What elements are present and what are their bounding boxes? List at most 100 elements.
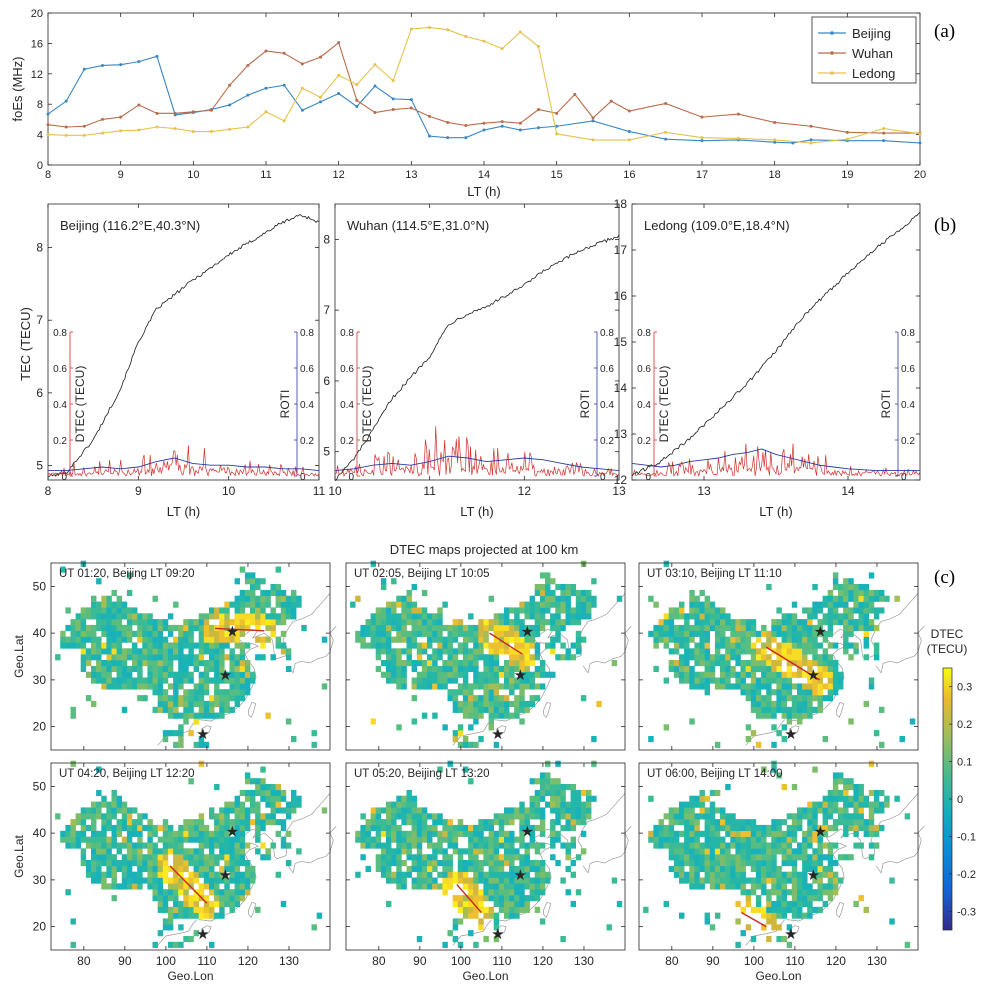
dtec-cell [224,654,230,661]
series-point-wuhan [300,62,304,66]
dtec-cell [198,654,205,661]
series-point-wuhan [46,123,50,127]
dtec-cell [694,860,700,867]
dtec-cell [570,584,577,591]
dtec-cell [209,630,215,637]
dtec-cell [106,813,112,820]
dtec-cell [270,630,276,637]
dtec-cell [468,630,474,637]
dtec-cell [529,842,536,849]
dtec-cell [437,636,443,643]
dtec-cell [694,883,700,890]
dtec-cell [132,654,138,661]
dtec-cell [380,819,387,826]
dtec-cell [714,607,721,614]
series-point-beijing [264,86,268,90]
dtec-cell [280,601,287,608]
dtec-cell [396,648,402,655]
dtec-cell [812,865,818,873]
dtec-cell [791,819,798,826]
dtec-cell [421,613,428,620]
dtec-cell [250,801,256,808]
dtec-cell [822,819,829,826]
dtec-cell [427,671,433,678]
dtec-cell [219,807,225,814]
dtec-cell [234,807,241,814]
dtec-cell [668,607,675,614]
dtec-cell [725,784,731,791]
dtec-cell [807,700,813,708]
dtec-cell [791,671,798,678]
dtec-cell [106,842,112,849]
dtec-cell [244,819,251,826]
dtec-cell [807,889,813,896]
dtec-cell [822,619,829,626]
dtec-cell [679,677,685,684]
dtec-cell [838,877,844,884]
dtec-cell [468,695,474,702]
colorbar-tick-label: 0.1 [957,757,972,769]
dtec-cell [244,689,251,696]
tec-line [631,211,921,477]
dtec-cell [848,630,854,637]
dtec-cell [519,801,525,808]
dtec-cell [193,642,200,649]
dtec-cell [167,941,174,948]
dtec-cell [193,860,200,867]
dtec-cell [689,824,695,832]
dtec-cell [91,671,97,678]
front-line [741,911,767,928]
dtec-cell [260,654,266,661]
panel-label-b: (b) [934,215,956,236]
map-time-label: UT 03:10, Beijing LT 11:10 [647,568,782,580]
dtec-cell [771,724,777,731]
dtec-cell [684,671,690,678]
dtec-cell [755,854,762,861]
dtec-cell [827,789,834,797]
dtec-cell [396,654,402,661]
dtec-axis-tick-label: 0.4 [340,400,354,411]
dtec-cell [822,648,829,655]
dtec-cell [725,865,731,873]
dtec-cell [178,860,184,867]
dtec-cell [203,706,210,713]
dtec-cell [147,854,153,861]
dtec-cell [714,883,721,890]
dtec-cell [730,636,736,643]
dtec-cell [539,813,546,820]
dtec-cell [234,601,241,608]
tec-y-tick-label: 13 [614,427,628,441]
map-y-tick-label: 50 [33,579,47,593]
dtec-cell [219,912,225,919]
dtec-cell [750,619,757,626]
dtec-cell [229,848,235,855]
map-x-tick-label: 80 [372,954,386,968]
dtec-cell [106,801,112,808]
dtec-cell [750,865,757,873]
dtec-cell [771,665,777,673]
dtec-cell [663,624,670,632]
dtec-cell [832,789,839,797]
dtec-cell [545,572,551,579]
dtec-cell [509,619,515,626]
dtec-cell [663,677,670,684]
dtec-cell [776,871,782,878]
dtec-cell [126,636,133,643]
dtec-cell [720,877,726,884]
dtec-cell [863,595,870,602]
dtec-cell [761,660,767,667]
series-point-ledong [282,119,286,123]
dtec-cell [802,700,808,708]
dtec-cell [416,871,423,878]
dtec-cell [832,784,839,791]
dtec-cell [668,824,675,832]
dtec-cell [591,595,597,602]
dtec-cell [406,789,412,797]
dtec-cell [832,584,839,591]
dtec-cell [843,589,849,597]
dtec-cell [735,854,741,861]
dtec-cell [519,654,525,661]
dtec-cell [121,706,128,713]
dtec-cell [178,712,184,719]
